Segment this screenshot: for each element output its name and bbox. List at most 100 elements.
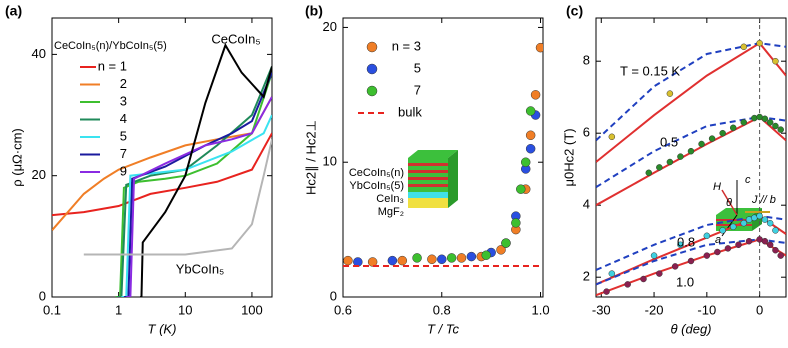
y-axis-label: ρ (μΩ·cm) xyxy=(9,128,24,187)
y-tick-label: 0 xyxy=(330,288,337,303)
legend-marker xyxy=(366,63,378,75)
data-point xyxy=(671,263,679,270)
panel: (b) T / Tc Hc2∥ / Hc2⊥ 0.6 0.8 1.0 0 10 20 n = 3 5… xyxy=(303,3,549,337)
legend-marker xyxy=(366,41,378,53)
data-point xyxy=(437,254,447,265)
data-point xyxy=(367,257,378,267)
series-line xyxy=(52,132,272,217)
legend-label: 9 xyxy=(120,163,127,178)
series-line xyxy=(126,96,272,297)
y-tick-label: 8 xyxy=(583,53,590,68)
series-line xyxy=(140,42,272,297)
data-point xyxy=(677,153,684,160)
data-point xyxy=(501,238,511,248)
inset-label: H xyxy=(713,181,721,193)
data-point xyxy=(740,43,748,51)
data-point xyxy=(640,275,647,283)
data-point xyxy=(745,237,753,245)
x-tick-label: 0.8 xyxy=(433,302,451,317)
x-tick-label: -20 xyxy=(645,302,664,317)
panel-label: (b) xyxy=(305,3,323,19)
annotation: 1.0 xyxy=(676,274,694,289)
panel-label: (a) xyxy=(5,3,22,19)
x-axis-label: θ (deg) xyxy=(670,321,711,336)
series-line xyxy=(596,42,786,142)
legend-label: 5 xyxy=(120,128,127,143)
plot-area xyxy=(52,42,272,297)
data-point xyxy=(756,39,763,47)
panel: (a) T (K) ρ (μΩ·cm) 0.1 1 10 100 0 20 40 CeCoIn₅(n… xyxy=(5,3,273,336)
data-point xyxy=(772,227,779,234)
x-tick-label: 0 xyxy=(756,302,763,317)
data-point xyxy=(666,90,674,97)
data-point xyxy=(777,252,784,259)
data-point xyxy=(516,184,526,194)
inset-label: YbCoIn₅(5) xyxy=(349,180,404,192)
data-point xyxy=(761,115,769,123)
data-point xyxy=(496,245,506,255)
series-line xyxy=(596,115,786,207)
x-axis-label: T (K) xyxy=(148,321,177,336)
legend-label: 7 xyxy=(414,82,421,97)
x-tick-label: 1.0 xyxy=(531,302,549,317)
series-label: YbCoIn₅ xyxy=(176,261,225,276)
legend-marker xyxy=(366,85,378,97)
data-point xyxy=(530,90,541,100)
series-line xyxy=(83,139,272,256)
x-axis-label: T / Tc xyxy=(427,321,460,336)
inset-b xyxy=(408,150,458,208)
inset-label: J // b xyxy=(751,194,776,206)
data-point xyxy=(656,164,663,171)
legend-label: 3 xyxy=(120,93,127,108)
y-tick-label: 6 xyxy=(583,125,590,140)
inset-label: c xyxy=(745,174,751,186)
data-point xyxy=(666,158,674,166)
y-axis-label: Hc2∥ / Hc2⊥ xyxy=(303,120,318,195)
legend-label: 4 xyxy=(120,111,127,126)
series-label: CeCoIn₅ xyxy=(211,31,260,46)
series-line xyxy=(596,214,786,271)
data-point xyxy=(525,143,536,154)
inset-label: θ xyxy=(726,197,732,209)
x-tick-label: 10 xyxy=(178,302,192,317)
data-point xyxy=(719,227,726,234)
y-axis-label: μ0Hc2 (T) xyxy=(561,128,576,186)
inset-label: CeIn₃ xyxy=(376,193,404,205)
legend-label: 2 xyxy=(120,76,127,91)
data-point xyxy=(608,270,616,277)
y-tick-label: 40 xyxy=(32,46,46,61)
data-point xyxy=(766,241,774,249)
data-point xyxy=(608,133,616,141)
x-tick-label: -30 xyxy=(592,302,611,317)
data-point xyxy=(761,216,769,223)
data-point xyxy=(656,270,663,277)
y-tick-label: 10 xyxy=(323,154,337,169)
data-point xyxy=(708,135,716,142)
annotation: 0.5 xyxy=(660,134,678,149)
data-point xyxy=(766,219,774,227)
data-point xyxy=(751,114,758,122)
data-point xyxy=(645,169,653,177)
data-point xyxy=(677,241,684,249)
series-line xyxy=(117,66,272,297)
plot-frame xyxy=(51,17,273,298)
inset-label: MgF₂ xyxy=(378,206,404,218)
y-tick-label: 2 xyxy=(583,269,590,284)
data-point xyxy=(772,122,779,130)
data-point xyxy=(740,219,748,227)
series-line xyxy=(115,72,272,297)
x-tick-label: 1 xyxy=(115,302,122,317)
data-point xyxy=(735,241,742,249)
data-point xyxy=(397,255,408,266)
legend-label: bulk xyxy=(398,104,422,119)
y-tick-label: 20 xyxy=(32,167,46,182)
data-point xyxy=(412,253,422,263)
data-point xyxy=(466,251,477,262)
data-point xyxy=(724,245,732,252)
data-point xyxy=(525,130,536,141)
data-point xyxy=(740,119,748,126)
data-point xyxy=(729,124,737,132)
data-point xyxy=(703,252,711,259)
data-point xyxy=(729,223,737,231)
data-point xyxy=(603,288,610,295)
